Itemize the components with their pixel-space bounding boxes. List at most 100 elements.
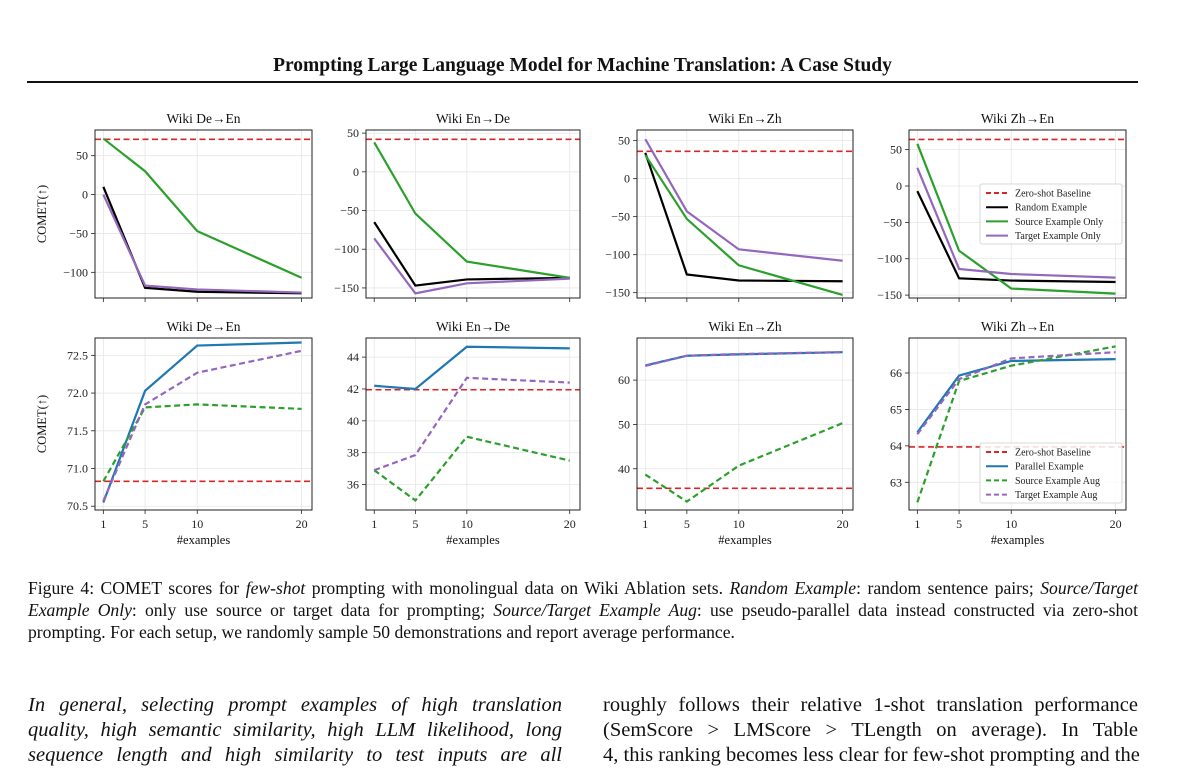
y-tick-label: −50	[883, 215, 902, 229]
series-line	[102, 403, 302, 482]
caption-text: : random sentence pairs;	[856, 578, 1041, 598]
x-tick-label: 5	[142, 517, 148, 531]
series-line	[102, 137, 303, 279]
caption-italic: Random Example	[729, 578, 857, 598]
series-line	[916, 143, 1116, 295]
x-tick-label: 5	[412, 517, 418, 531]
series-line	[644, 422, 844, 503]
series-line	[644, 154, 843, 297]
y-tick-label: 63	[890, 475, 902, 489]
series-line	[373, 237, 570, 295]
series-line	[373, 376, 570, 472]
x-tick-label: 20	[837, 517, 849, 531]
y-tick-label: 71.0	[67, 462, 88, 476]
series-line	[644, 138, 843, 262]
y-tick-label: 36	[347, 478, 359, 492]
y-tick-label: 72.5	[67, 348, 88, 362]
axes-frame	[365, 129, 581, 299]
x-tick-label: 1	[914, 517, 920, 531]
series-line	[102, 186, 302, 295]
y-tick-label: −100	[877, 252, 902, 266]
panel-title: Wiki Zh→En	[981, 111, 1055, 126]
y-tick-label: −100	[605, 248, 630, 262]
y-tick-label: 50	[347, 126, 359, 140]
axes-frame	[94, 337, 313, 511]
y-tick-label: 0	[896, 179, 902, 193]
panel-title: Wiki En→De	[436, 111, 510, 126]
legend-label: Source Example Only	[1015, 217, 1103, 228]
panel-title: Wiki De→En	[166, 111, 240, 126]
legend-label: Zero-shot Baseline	[1015, 448, 1091, 459]
body-line: roughly follows their relative 1-shot tr…	[603, 694, 1138, 716]
x-tick-label: 10	[1005, 517, 1017, 531]
y-tick-label: 38	[347, 446, 359, 460]
series-line	[102, 341, 302, 503]
caption-italic: few-shot	[245, 578, 306, 598]
x-tick-label: 20	[564, 517, 576, 531]
y-tick-label: 50	[618, 417, 630, 431]
axes-frame	[908, 337, 1127, 511]
axes-frame	[94, 129, 313, 299]
y-tick-label: 42	[347, 382, 359, 396]
y-tick-label: −50	[340, 204, 359, 218]
y-tick-label: 50	[890, 143, 902, 157]
x-tick-label: 10	[461, 517, 473, 531]
y-tick-label: 0	[624, 172, 630, 186]
axes-frame	[365, 337, 581, 511]
figure-caption: Figure 4: COMET scores for few-shot prom…	[28, 577, 1138, 643]
series-line	[374, 345, 570, 391]
y-tick-label: 60	[618, 373, 630, 387]
caption-italic: Source/Target Example Only	[28, 578, 1138, 620]
caption-text: : use pseudo-parallel data instead const…	[28, 600, 1138, 642]
y-tick-label: −150	[605, 286, 630, 300]
caption-text: Figure 4: COMET scores for	[28, 578, 246, 598]
legend-label: Target Example Only	[1015, 231, 1101, 242]
legend-label: Parallel Example	[1015, 462, 1084, 473]
x-tick-label: 1	[371, 517, 377, 531]
x-axis-label: #examples	[446, 533, 500, 547]
series-line	[916, 190, 1116, 284]
axes-frame	[908, 129, 1127, 299]
y-axis-label: COMET(↑)	[35, 395, 49, 453]
body-line: In general, selecting prompt examples of…	[28, 694, 562, 716]
x-axis-label: #examples	[718, 533, 772, 547]
y-tick-label: 65	[890, 402, 902, 416]
body-column-right: roughly follows their relative 1-shot tr…	[603, 693, 1140, 768]
series-line	[373, 141, 570, 279]
y-tick-label: 72.0	[67, 386, 88, 400]
page-header-title: Prompting Large Language Model for Machi…	[273, 55, 892, 76]
series-line	[373, 435, 570, 502]
x-tick-label: 5	[684, 517, 690, 531]
series-line	[916, 351, 1116, 435]
y-tick-label: −50	[69, 226, 88, 240]
axes-frame	[636, 337, 854, 511]
body-column-left: In general, selecting prompt examples of…	[28, 693, 562, 768]
panel-title: Wiki En→Zh	[708, 111, 782, 126]
panel-title: Wiki En→De	[436, 319, 510, 334]
x-tick-label: 10	[733, 517, 745, 531]
y-tick-label: 0	[353, 165, 359, 179]
y-tick-label: 70.5	[67, 499, 88, 513]
legend-box	[979, 183, 1123, 245]
caption-italic: Source/Target Example Aug	[493, 600, 697, 620]
axes-frame	[636, 129, 854, 299]
y-tick-label: 44	[347, 350, 359, 364]
legend-box	[979, 442, 1123, 504]
y-tick-label: −150	[877, 288, 902, 302]
x-tick-label: 1	[100, 517, 106, 531]
panel-title: Wiki En→Zh	[708, 319, 782, 334]
y-tick-label: 40	[347, 414, 359, 428]
y-tick-label: 66	[890, 366, 902, 380]
legend-label: Source Example Aug	[1015, 476, 1100, 487]
header-rule	[27, 81, 1138, 83]
x-axis-label: #examples	[177, 533, 231, 547]
y-axis-label: COMET(↑)	[35, 185, 49, 243]
x-tick-label: 20	[1110, 517, 1122, 531]
y-tick-label: −50	[611, 210, 630, 224]
y-tick-label: 71.5	[67, 424, 88, 438]
x-tick-label: 1	[642, 517, 648, 531]
body-line: (SemScore > LMScore > TLength on average…	[603, 719, 1138, 741]
y-tick-label: −100	[63, 265, 88, 279]
series-line	[916, 345, 1116, 503]
y-tick-label: 0	[82, 188, 88, 202]
